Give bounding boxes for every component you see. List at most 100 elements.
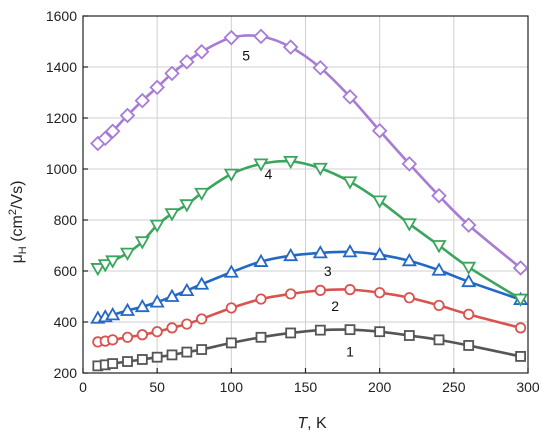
series-3-point: [105, 307, 121, 321]
series-2-point: [121, 331, 134, 343]
series-4-point: [372, 195, 388, 209]
series-3-point: [461, 273, 477, 288]
series-2-point: [196, 313, 208, 325]
series-1: [92, 324, 526, 372]
series-1-point: [122, 356, 133, 367]
series-5-point: [282, 39, 299, 55]
series-label-2: 2: [331, 298, 339, 314]
series-5-point: [193, 43, 210, 60]
series-4-point: [431, 240, 447, 254]
series-1-point: [255, 331, 267, 343]
series-5-point: [312, 59, 329, 76]
series-3-point: [119, 302, 136, 316]
y-tick-label: 1600: [46, 8, 77, 24]
y-tick-label: 600: [54, 263, 78, 279]
x-tick-label: 150: [294, 379, 318, 395]
series-1-point: [403, 330, 415, 341]
y-tick-label: 800: [54, 212, 78, 228]
series-1-point: [433, 334, 445, 346]
series-label-1: 1: [346, 343, 354, 359]
series-1-point: [151, 351, 163, 363]
series-2-point: [374, 287, 386, 299]
series-1-point: [344, 324, 356, 336]
series-5-point: [460, 217, 477, 233]
axis-ticks: 0 50 100 150 200 250 3002004006008001000120014…: [46, 8, 540, 395]
series-2-point: [344, 284, 356, 296]
series-4-point: [342, 176, 358, 190]
series-2-point: [107, 334, 119, 346]
series-2-point: [314, 284, 326, 296]
series-1-point: [107, 358, 119, 369]
series-4-point: [283, 155, 299, 170]
series-5: [90, 28, 529, 276]
series-3-point: [134, 298, 150, 313]
y-axis-title-symbol: μ: [9, 254, 26, 263]
series-1-point: [136, 354, 148, 365]
series-2-point: [433, 299, 445, 312]
series-3-point: [194, 276, 210, 290]
series-1-point: [225, 337, 237, 349]
y-tick-label: 400: [54, 314, 78, 330]
series-5-point: [164, 65, 180, 82]
series-5-point: [119, 107, 136, 124]
series-1-point: [463, 340, 475, 351]
y-tick-label: 1200: [46, 110, 77, 126]
series-1-point: [515, 351, 526, 362]
series-5-point: [97, 130, 114, 147]
series-group: [90, 28, 529, 372]
series-1-point: [314, 324, 326, 336]
series-5-point: [223, 29, 240, 46]
series-4-point: [461, 261, 477, 275]
series-4-point: [97, 259, 113, 273]
series-4-point: [401, 218, 417, 232]
series-2-point: [255, 293, 267, 305]
series-3-point: [179, 282, 195, 297]
series-4-point: [513, 293, 529, 307]
series-4-point: [312, 162, 328, 177]
series-3-point: [372, 246, 388, 261]
x-tick-label: 100: [220, 379, 244, 395]
series-2-point: [514, 322, 527, 334]
series-5-point: [371, 122, 388, 139]
series-4-point: [90, 263, 106, 277]
x-axis-title-symbol: T: [297, 415, 308, 432]
y-axis-title-superscript: 2: [7, 209, 19, 215]
series-4-point: [134, 236, 150, 250]
series-5-point: [342, 89, 358, 105]
series-3-point: [283, 247, 299, 262]
series-5-point: [401, 156, 418, 172]
series-1-point: [196, 344, 208, 355]
series-5-point: [253, 28, 269, 45]
x-tick-label: 250: [442, 379, 466, 395]
x-tick-label: 300: [516, 379, 540, 395]
series-3-point: [401, 252, 417, 267]
series-4-point: [223, 168, 239, 182]
series-3-point: [223, 264, 239, 278]
y-tick-label: 200: [54, 365, 78, 381]
x-tick-label: 200: [368, 379, 392, 395]
series-4: [90, 155, 529, 307]
y-tick-label: 1000: [46, 161, 77, 177]
series-label-4: 4: [265, 166, 273, 182]
series-1-point: [181, 346, 193, 358]
series-1-point: [166, 349, 178, 361]
y-axis-title-unit-end: /Vs): [9, 181, 26, 209]
series-1-point: [285, 327, 297, 339]
series-4-point: [194, 187, 210, 202]
series-2-point: [463, 308, 475, 320]
series-3-point: [164, 288, 180, 302]
series-2-point: [181, 318, 193, 330]
series-5-point: [149, 79, 165, 96]
series-2-point: [403, 292, 415, 304]
series-2-point: [225, 302, 237, 314]
y-tick-label: 1400: [46, 59, 77, 75]
x-axis-title: T, K: [297, 415, 327, 432]
series-4-point: [105, 255, 121, 269]
y-axis-title-unit-start: (cm: [9, 215, 26, 246]
series-2-point: [151, 326, 163, 338]
series-2: [92, 284, 527, 348]
y-axis-title-subscript: H: [17, 246, 29, 254]
series-2-point: [136, 329, 148, 341]
series-5-point: [104, 123, 121, 140]
